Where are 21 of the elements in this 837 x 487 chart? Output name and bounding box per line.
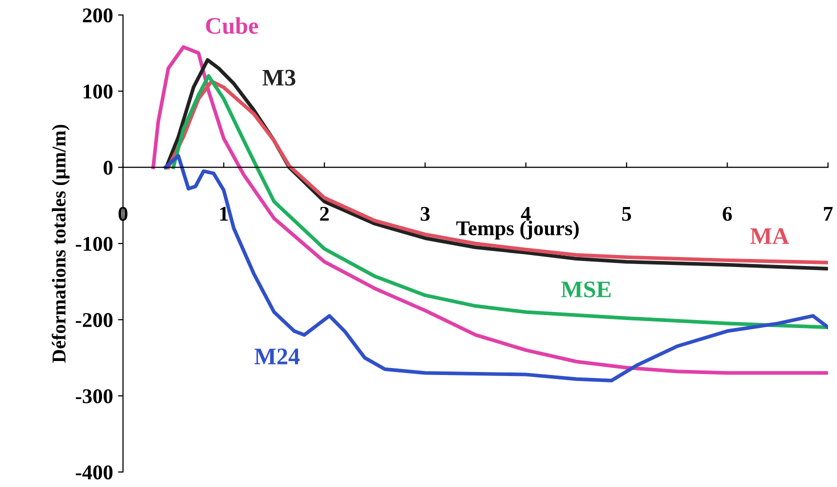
x-tick-label: 2 xyxy=(320,206,329,221)
y-tick-label: 0 xyxy=(104,160,112,175)
y-tick-label: -100 xyxy=(76,236,112,251)
series-label: M3 xyxy=(262,70,296,86)
x-tick-label: 5 xyxy=(622,207,632,221)
series-label: Cube xyxy=(206,17,258,34)
x-tick-label: 4 xyxy=(520,206,531,221)
y-tick-label: 100 xyxy=(84,84,112,99)
y-tick-label: -200 xyxy=(76,313,112,328)
y-tick-label: 200 xyxy=(82,8,112,22)
series-label: M24 xyxy=(254,348,300,364)
x-tick-label: 1 xyxy=(220,206,228,221)
x-tick-label: 7 xyxy=(824,207,833,221)
x-tick-label: 6 xyxy=(722,206,732,221)
x-axis-title: Temps (jours) xyxy=(456,220,579,240)
y-axis-title: Déformations totales (µm/m) xyxy=(52,124,70,363)
series-label: MSE xyxy=(561,282,611,298)
x-tick-label: 3 xyxy=(420,206,430,221)
series-label: MA xyxy=(750,228,790,244)
y-tick-label: -300 xyxy=(76,389,112,404)
y-tick-label: -400 xyxy=(76,465,112,480)
